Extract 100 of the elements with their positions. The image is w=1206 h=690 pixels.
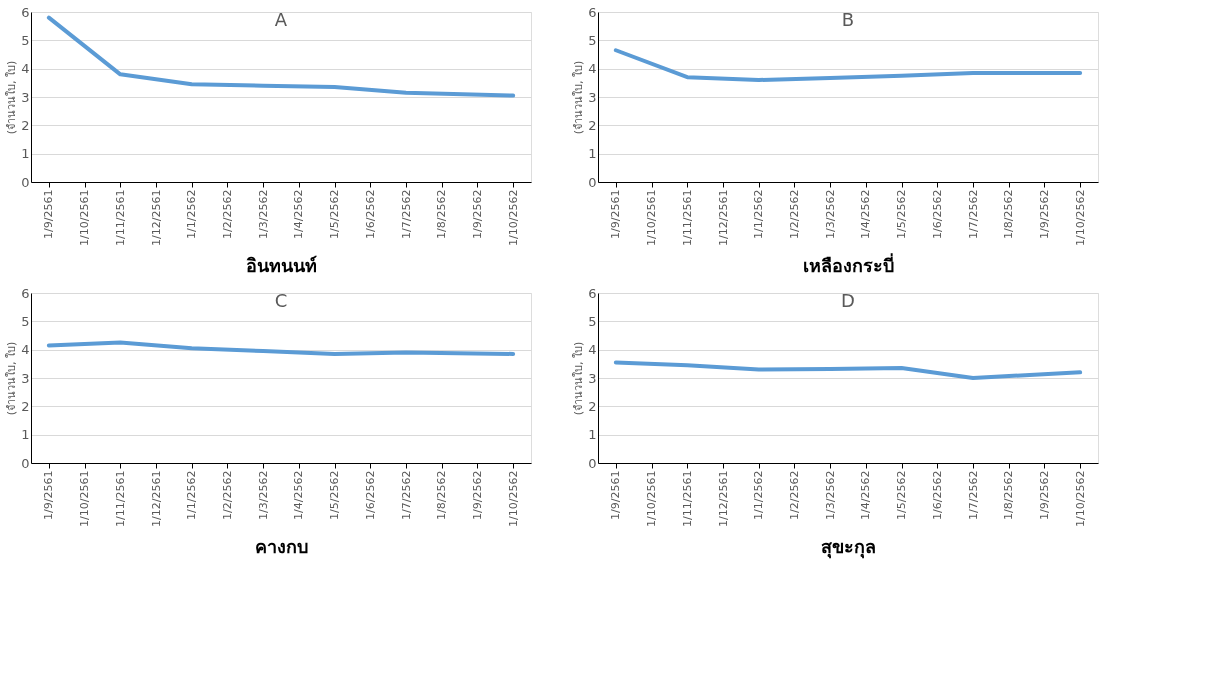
x-tick-label: 1/9/2562 bbox=[470, 189, 484, 239]
y-tick-label: 5 bbox=[21, 32, 30, 48]
x-tick-label: 1/10/2561 bbox=[78, 470, 92, 527]
x-tick-label: 1/9/2561 bbox=[609, 189, 623, 239]
y-tick-label: 2 bbox=[21, 117, 30, 133]
y-tick-label: 6 bbox=[588, 4, 597, 20]
x-tick-label: 1/2/2562 bbox=[787, 470, 801, 520]
x-tick-label: 1/9/2562 bbox=[1037, 189, 1051, 239]
x-tick-label: 1/5/2562 bbox=[895, 189, 909, 239]
line-series bbox=[46, 15, 516, 98]
x-tick-label: 1/6/2562 bbox=[363, 189, 377, 239]
y-tick-label: 0 bbox=[588, 174, 597, 190]
x-tick-label: 1/12/2561 bbox=[716, 470, 730, 527]
x-axis-title: เหลืองกระบี่ bbox=[803, 252, 894, 276]
x-tick-label: 1/9/2561 bbox=[42, 470, 56, 520]
x-tick-label: 1/7/2562 bbox=[966, 470, 980, 520]
x-tick-label: 1/9/2562 bbox=[470, 470, 484, 520]
y-tick-label: 1 bbox=[588, 427, 597, 443]
x-tick-label: 1/11/2561 bbox=[680, 470, 694, 527]
y-tick-label: 4 bbox=[588, 61, 597, 77]
x-tick-label: 1/3/2562 bbox=[256, 189, 270, 239]
y-axis-title: (จำนวนใบ, ใบ) bbox=[5, 60, 19, 135]
x-tick-label: 1/2/2562 bbox=[220, 470, 234, 520]
y-tick-label: 0 bbox=[588, 455, 597, 471]
y-tick-label: 4 bbox=[21, 342, 30, 358]
line-series bbox=[613, 48, 1083, 82]
x-tick-label: 1/12/2561 bbox=[716, 189, 730, 246]
y-tick-label: 5 bbox=[588, 313, 597, 329]
y-tick-label: 1 bbox=[21, 427, 30, 443]
x-tick-label: 1/10/2561 bbox=[78, 189, 92, 246]
chart-title: B bbox=[841, 9, 855, 30]
x-tick-label: 1/12/2561 bbox=[149, 189, 163, 246]
x-tick-label: 1/4/2562 bbox=[859, 470, 873, 520]
x-tick-label: 1/6/2562 bbox=[930, 189, 944, 239]
x-tick-label: 1/10/2562 bbox=[506, 189, 520, 246]
chart-title: C bbox=[274, 290, 288, 311]
y-tick-label: 6 bbox=[21, 4, 30, 20]
y-tick-label: 1 bbox=[588, 146, 597, 162]
x-tick-label: 1/5/2562 bbox=[895, 470, 909, 520]
y-axis-title: (จำนวนใบ, ใบ) bbox=[572, 60, 586, 135]
x-tick-label: 1/4/2562 bbox=[859, 189, 873, 239]
x-tick-label: 1/11/2561 bbox=[113, 470, 127, 527]
x-axis-title: สุขะกุล bbox=[821, 535, 876, 559]
x-tick-label: 1/8/2562 bbox=[435, 189, 449, 239]
y-tick-label: 2 bbox=[588, 398, 597, 414]
x-tick-label: 1/2/2562 bbox=[787, 189, 801, 239]
x-tick-label: 1/1/2562 bbox=[752, 470, 766, 520]
x-tick-label: 1/7/2562 bbox=[966, 189, 980, 239]
x-tick-label: 1/7/2562 bbox=[399, 470, 413, 520]
x-tick-label: 1/3/2562 bbox=[823, 470, 837, 520]
x-tick-label: 1/5/2562 bbox=[328, 189, 342, 239]
x-tick-label: 1/9/2561 bbox=[609, 470, 623, 520]
x-tick-label: 1/6/2562 bbox=[930, 470, 944, 520]
x-tick-label: 1/6/2562 bbox=[363, 470, 377, 520]
y-tick-label: 1 bbox=[21, 146, 30, 162]
line-series bbox=[46, 340, 516, 356]
x-tick-label: 1/4/2562 bbox=[292, 470, 306, 520]
x-tick-label: 1/4/2562 bbox=[292, 189, 306, 239]
line-series bbox=[613, 360, 1083, 380]
x-tick-label: 1/1/2562 bbox=[185, 189, 199, 239]
x-tick-label: 1/10/2562 bbox=[506, 470, 520, 527]
x-tick-label: 1/1/2562 bbox=[752, 189, 766, 239]
chart-title: D bbox=[841, 290, 855, 311]
y-tick-label: 4 bbox=[21, 61, 30, 77]
x-tick-label: 1/8/2562 bbox=[435, 470, 449, 520]
y-tick-label: 3 bbox=[588, 370, 597, 386]
y-tick-label: 0 bbox=[21, 174, 30, 190]
y-tick-label: 5 bbox=[21, 313, 30, 329]
x-tick-label: 1/8/2562 bbox=[1002, 470, 1016, 520]
x-tick-label: 1/8/2562 bbox=[1002, 189, 1016, 239]
y-tick-label: 2 bbox=[21, 398, 30, 414]
x-tick-label: 1/3/2562 bbox=[256, 470, 270, 520]
x-axis-title: คางกบ bbox=[255, 535, 308, 557]
x-tick-label: 1/10/2561 bbox=[645, 189, 659, 246]
x-tick-label: 1/10/2562 bbox=[1073, 189, 1087, 246]
y-tick-label: 5 bbox=[588, 32, 597, 48]
x-tick-label: 1/10/2562 bbox=[1073, 470, 1087, 527]
y-axis-title: (จำนวนใบ, ใบ) bbox=[572, 341, 586, 416]
y-tick-label: 3 bbox=[21, 89, 30, 105]
y-tick-label: 6 bbox=[21, 285, 30, 301]
x-tick-label: 1/10/2561 bbox=[645, 470, 659, 527]
y-tick-label: 3 bbox=[588, 89, 597, 105]
y-tick-label: 6 bbox=[588, 285, 597, 301]
x-tick-label: 1/5/2562 bbox=[328, 470, 342, 520]
x-tick-label: 1/1/2562 bbox=[185, 470, 199, 520]
x-tick-label: 1/9/2561 bbox=[42, 189, 56, 239]
y-tick-label: 0 bbox=[21, 455, 30, 471]
x-tick-label: 1/11/2561 bbox=[680, 189, 694, 246]
x-tick-label: 1/2/2562 bbox=[220, 189, 234, 239]
x-tick-label: 1/11/2561 bbox=[113, 189, 127, 246]
y-tick-label: 4 bbox=[588, 342, 597, 358]
y-tick-label: 2 bbox=[588, 117, 597, 133]
x-tick-label: 1/9/2562 bbox=[1037, 470, 1051, 520]
x-tick-label: 1/12/2561 bbox=[149, 470, 163, 527]
x-axis-title: อินทนนท์ bbox=[246, 254, 317, 276]
y-tick-label: 3 bbox=[21, 370, 30, 386]
x-tick-label: 1/3/2562 bbox=[823, 189, 837, 239]
y-axis-title: (จำนวนใบ, ใบ) bbox=[5, 341, 19, 416]
x-tick-label: 1/7/2562 bbox=[399, 189, 413, 239]
chart-title: A bbox=[274, 9, 288, 30]
